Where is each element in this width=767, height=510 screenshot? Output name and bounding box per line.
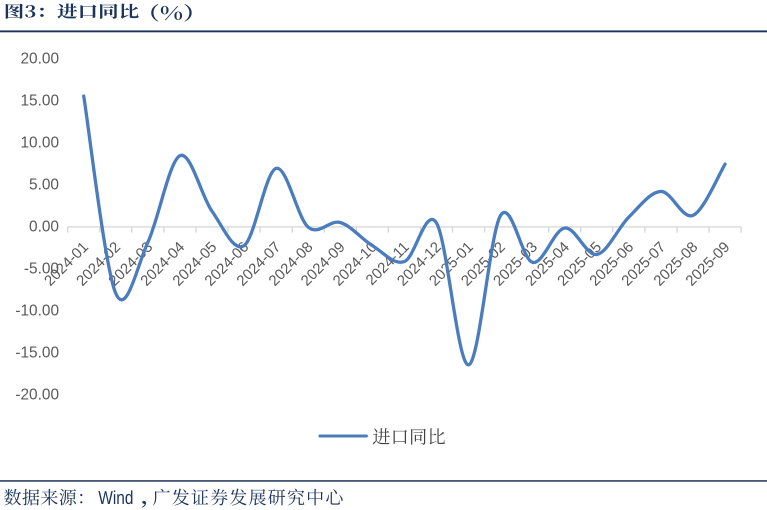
svg-text:-20.00: -20.00	[15, 387, 59, 404]
svg-text:15.00: 15.00	[20, 93, 59, 110]
svg-text:-15.00: -15.00	[15, 345, 59, 362]
svg-text:5.00: 5.00	[29, 177, 59, 194]
svg-text:-5.00: -5.00	[24, 261, 59, 278]
svg-text:10.00: 10.00	[20, 135, 59, 152]
svg-text:-10.00: -10.00	[15, 303, 59, 320]
svg-text:0.00: 0.00	[29, 219, 59, 236]
svg-text:20.00: 20.00	[20, 51, 59, 68]
